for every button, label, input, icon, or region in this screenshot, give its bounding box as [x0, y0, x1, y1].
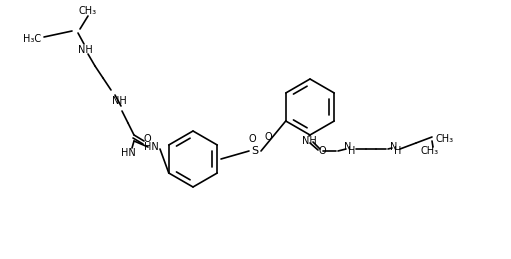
Text: H: H [349, 146, 356, 156]
Text: O: O [143, 134, 151, 144]
Text: O: O [318, 146, 326, 156]
Text: H: H [394, 146, 402, 156]
Text: O: O [248, 134, 256, 144]
Text: S: S [251, 146, 259, 156]
Text: CH₃: CH₃ [79, 6, 97, 16]
Text: NH: NH [111, 96, 126, 106]
Text: NH: NH [78, 45, 92, 55]
Text: H₃C: H₃C [23, 34, 41, 44]
Text: O: O [264, 132, 272, 142]
Text: N: N [390, 142, 398, 152]
Text: NH: NH [301, 136, 316, 146]
Text: N: N [344, 142, 352, 152]
Text: CH₃: CH₃ [436, 134, 454, 144]
Text: CH₃: CH₃ [421, 146, 439, 156]
Text: HN: HN [121, 148, 135, 158]
Text: HN: HN [144, 142, 158, 152]
